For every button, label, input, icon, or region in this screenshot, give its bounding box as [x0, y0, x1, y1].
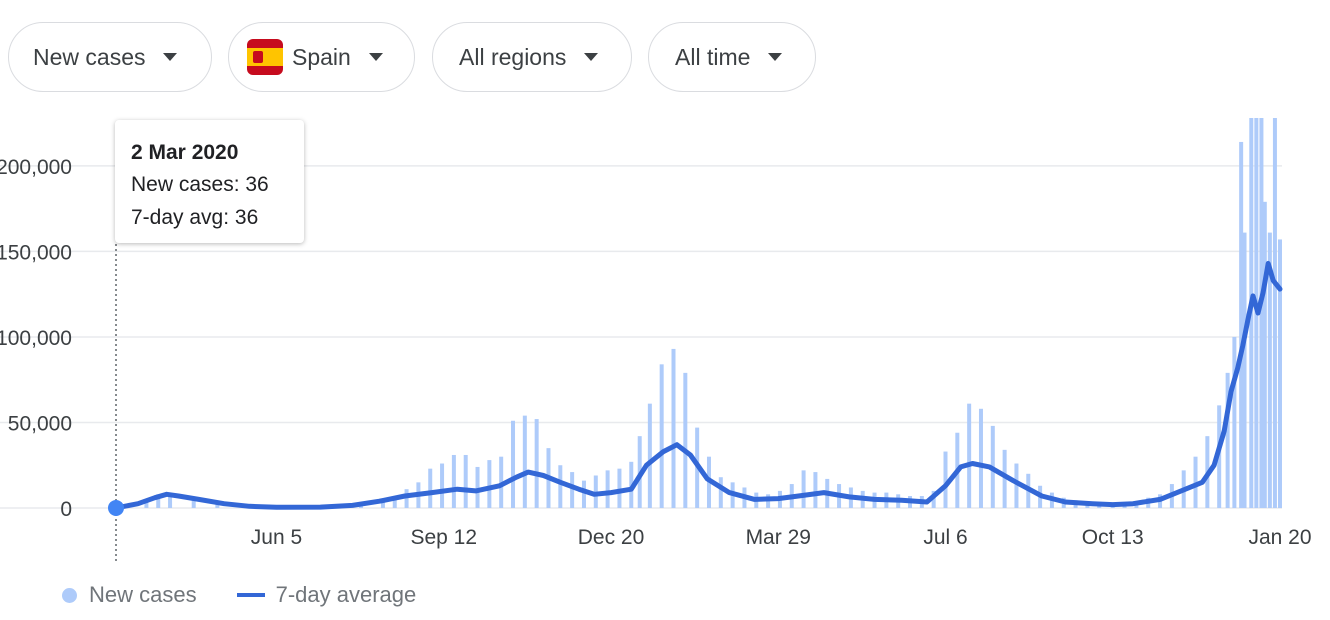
- seven-day-average-line: [113, 260, 1283, 511]
- new-cases-bar: [1262, 201, 1267, 508]
- y-tick-label: 100,000: [0, 327, 72, 350]
- y-tick-label: 50,000: [8, 412, 72, 435]
- x-tick-label: Dec 20: [578, 526, 645, 549]
- x-axis-labels: Jun 5 Sep 12 Dec 20 Mar 29 Jul 6 Oct 13 Jan 20: [251, 526, 1312, 549]
- tooltip-date: 2 Mar 2020: [131, 141, 239, 164]
- new-cases-bar: [392, 496, 397, 508]
- new-cases-legend-label: New cases: [89, 582, 197, 607]
- new-cases-bar: [440, 463, 445, 508]
- new-cases-bar: [511, 420, 516, 508]
- new-cases-bar: [1002, 449, 1007, 508]
- new-cases-bar: [475, 466, 480, 508]
- new-cases-bar: [1193, 456, 1198, 508]
- y-tick-label: 150,000: [0, 241, 72, 264]
- avg-legend-swatch: [236, 593, 265, 597]
- spain-flag-icon: [247, 39, 283, 75]
- new-cases-bar: [1232, 336, 1237, 508]
- new-cases-bar: [647, 403, 652, 508]
- time-range-dropdown-label: All time: [675, 43, 751, 70]
- new-cases-bar: [718, 477, 723, 508]
- new-cases-bar: [1225, 372, 1230, 508]
- new-cases-bar: [191, 499, 196, 508]
- region-dropdown[interactable]: All regions: [432, 22, 632, 92]
- new-cases-bar: [659, 364, 664, 508]
- x-tick-label: Oct 13: [1082, 526, 1144, 549]
- y-axis-labels: 0 50,000 100,000 150,000 200,000: [0, 156, 72, 521]
- new-cases-bar: [534, 419, 539, 508]
- new-cases-bar: [451, 454, 456, 508]
- new-cases-bar: [156, 494, 161, 508]
- new-cases-bar: [428, 468, 433, 508]
- y-tick-label: 0: [60, 498, 72, 521]
- new-cases-bar: [683, 372, 688, 508]
- tooltip-avg: 7-day avg: 36: [131, 206, 259, 229]
- metric-dropdown[interactable]: New cases: [8, 22, 212, 92]
- new-cases-bar: [671, 348, 676, 508]
- new-cases-bar: [605, 470, 610, 508]
- tooltip-new-cases: New cases: 36: [131, 173, 269, 196]
- chevron-down-icon: [584, 53, 599, 61]
- x-tick-label: Mar 29: [746, 526, 811, 549]
- new-cases-bar: [801, 470, 806, 508]
- x-tick-label: Sep 12: [410, 526, 477, 549]
- new-cases-bar: [215, 503, 220, 508]
- country-dropdown-label: Spain: [292, 43, 351, 70]
- new-cases-bar: [978, 408, 983, 508]
- flag-stripe-bottom: [247, 66, 283, 75]
- hover-point: [108, 499, 124, 516]
- x-tick-label: Jan 20: [1248, 526, 1311, 549]
- new-cases-bar: [1267, 232, 1272, 508]
- new-cases-bar: [463, 454, 468, 508]
- chevron-down-icon: [768, 53, 783, 61]
- new-cases-bar: [1272, 118, 1277, 508]
- new-cases-bar: [967, 403, 972, 508]
- x-tick-label: Jul 6: [923, 526, 967, 549]
- new-cases-bar: [558, 465, 563, 508]
- new-cases-legend-swatch: [62, 587, 77, 603]
- chart-tooltip: 2 Mar 2020 New cases: 36 7-day avg: 36: [115, 120, 304, 243]
- avg-legend-label: 7-day average: [275, 582, 417, 607]
- flag-emblem: [253, 51, 263, 63]
- new-cases-bar: [617, 468, 622, 508]
- new-cases-bar: [813, 472, 818, 508]
- new-cases-bar: [144, 501, 149, 508]
- new-cases-bar: [404, 489, 409, 508]
- new-cases-bar: [1239, 141, 1244, 508]
- chevron-down-icon: [368, 53, 383, 61]
- chart-legend: New cases 7-day average: [62, 580, 416, 610]
- new-cases-bar: [1014, 463, 1019, 508]
- chevron-down-icon: [163, 53, 178, 61]
- flag-stripe-top: [247, 39, 283, 48]
- new-cases-bar: [487, 460, 492, 508]
- country-dropdown[interactable]: Spain: [228, 22, 415, 92]
- y-tick-label: 200,000: [0, 156, 72, 179]
- new-cases-bar: [570, 472, 575, 508]
- new-cases-bar: [943, 451, 948, 508]
- new-cases-bar: [1278, 239, 1282, 508]
- x-tick-label: Jun 5: [251, 526, 302, 549]
- metric-dropdown-label: New cases: [33, 43, 146, 70]
- region-dropdown-label: All regions: [459, 43, 567, 70]
- new-cases-bar: [380, 499, 385, 508]
- new-cases-bar: [168, 495, 173, 508]
- new-cases-bar: [522, 415, 527, 508]
- time-range-dropdown[interactable]: All time: [648, 22, 816, 92]
- flag-stripe-middle: [247, 48, 283, 66]
- new-cases-bar: [581, 480, 586, 508]
- new-cases-bar: [1242, 232, 1247, 508]
- new-cases-bar: [931, 490, 936, 508]
- new-cases-bar: [1259, 118, 1264, 508]
